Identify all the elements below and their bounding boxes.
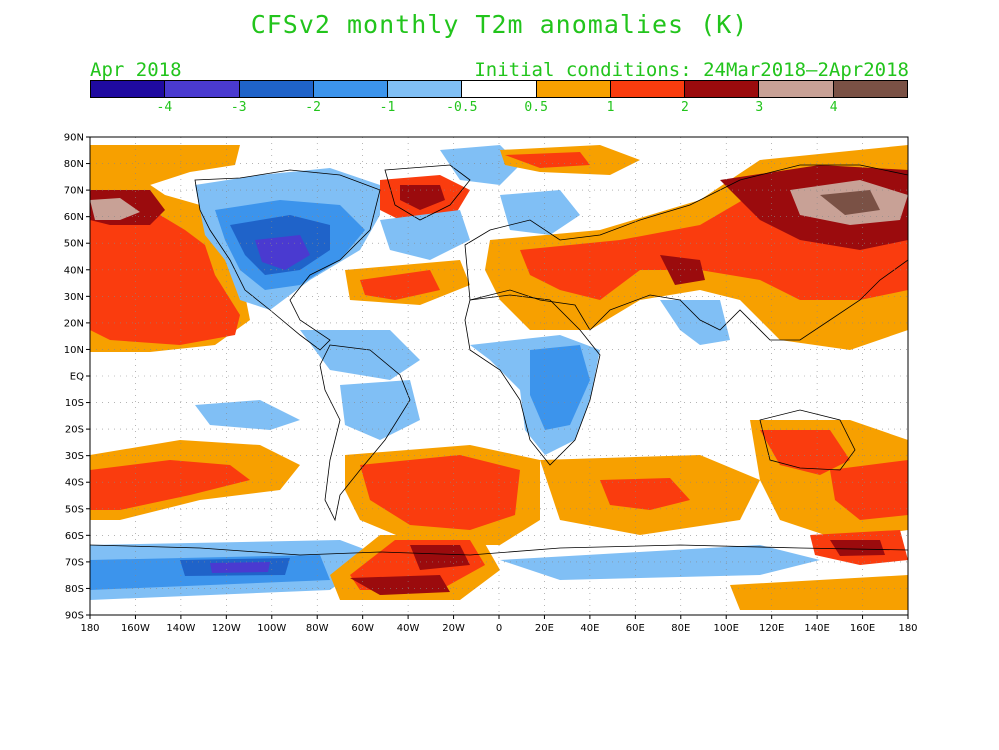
colorbar-tick-label: 4	[829, 100, 838, 115]
latitude-label: 50N	[64, 239, 84, 250]
longitude-label: 80W	[306, 623, 329, 634]
latitude-label: 20N	[64, 318, 84, 329]
longitude-label: 140W	[166, 623, 195, 634]
longitude-label: 180	[898, 623, 917, 634]
longitude-label: 0	[496, 623, 502, 634]
colorbar-segment	[536, 81, 611, 97]
latitude-label: 90N	[64, 133, 84, 144]
colorbar-tick-label: 2	[680, 100, 689, 115]
forecast-month: Apr 2018	[90, 59, 182, 81]
colorbar-segment	[610, 81, 686, 97]
latitude-label: 80N	[64, 159, 84, 170]
latitude-labels: 90N 80N 70N 60N 50N 40N 30N 20N 10N EQ 10S 20S 30S 40…	[64, 133, 90, 622]
latitude-label: 70S	[65, 557, 84, 568]
colorbar-tick-label: -3	[230, 100, 247, 115]
longitude-label: 160E	[850, 623, 875, 634]
latitude-label: 40N	[64, 265, 84, 276]
latitude-label: 80S	[65, 584, 84, 595]
coastlines	[90, 164, 908, 556]
colorbar-segment	[759, 81, 834, 97]
longitude-labels: 180 160W 140W 120W 100W 80W 60W 40W 20W 0 20E 40E 60…	[80, 615, 918, 634]
longitude-label: 160W	[121, 623, 150, 634]
latitude-label: EQ	[70, 372, 84, 383]
colorbar-segment	[833, 81, 907, 97]
colorbar-tick-label: -0.5	[446, 100, 478, 115]
latitude-label: 30N	[64, 292, 84, 303]
colorbar-tick-label: -4	[156, 100, 173, 115]
latitude-label: 40S	[65, 478, 84, 489]
latitude-label: 60S	[65, 531, 84, 542]
longitude-label: 40E	[580, 623, 599, 634]
longitude-label: 100E	[714, 623, 739, 634]
colorbar-tick-label: -1	[379, 100, 396, 115]
longitude-label: 140E	[804, 623, 829, 634]
longitude-label: 40W	[397, 623, 420, 634]
latitude-label: 70N	[64, 186, 84, 197]
colorbar-segment	[91, 81, 166, 97]
longitude-label: 180	[80, 623, 99, 634]
colorbar-tick-label: 1	[606, 100, 615, 115]
latitude-label: 10N	[64, 345, 84, 356]
latitude-label: 30S	[65, 451, 84, 462]
latitude-label: 60N	[64, 212, 84, 223]
longitude-label: 80E	[671, 623, 690, 634]
longitude-label: 100W	[257, 623, 286, 634]
latitude-label: 90S	[65, 611, 84, 622]
gridlines	[90, 137, 908, 615]
colorbar-segment	[239, 81, 314, 97]
longitude-label: 60W	[351, 623, 374, 634]
longitude-label: 20W	[442, 623, 465, 634]
colorbar-tick-label: 3	[755, 100, 764, 115]
latitude-label: 20S	[65, 425, 84, 436]
colorbar-segment	[388, 81, 463, 97]
latitude-label: 10S	[65, 398, 84, 409]
colorbar-segment	[313, 81, 389, 97]
latitude-label: 50S	[65, 504, 84, 515]
colorbar-tick-label: 0.5	[524, 100, 548, 115]
initial-conditions: Initial conditions: 24Mar2018–2Apr2018	[474, 59, 909, 81]
colorbar-segment	[462, 81, 537, 97]
colorbar-segment	[685, 81, 760, 97]
longitude-label: 60E	[626, 623, 645, 634]
colorbar	[90, 80, 908, 98]
colorbar-tick-label: -2	[305, 100, 321, 115]
longitude-label: 20E	[535, 623, 554, 634]
longitude-label: 120E	[759, 623, 784, 634]
colorbar-segment	[165, 81, 240, 97]
map-title: CFSv2 monthly T2m anomalies (K)	[250, 10, 749, 39]
longitude-label: 120W	[212, 623, 241, 634]
